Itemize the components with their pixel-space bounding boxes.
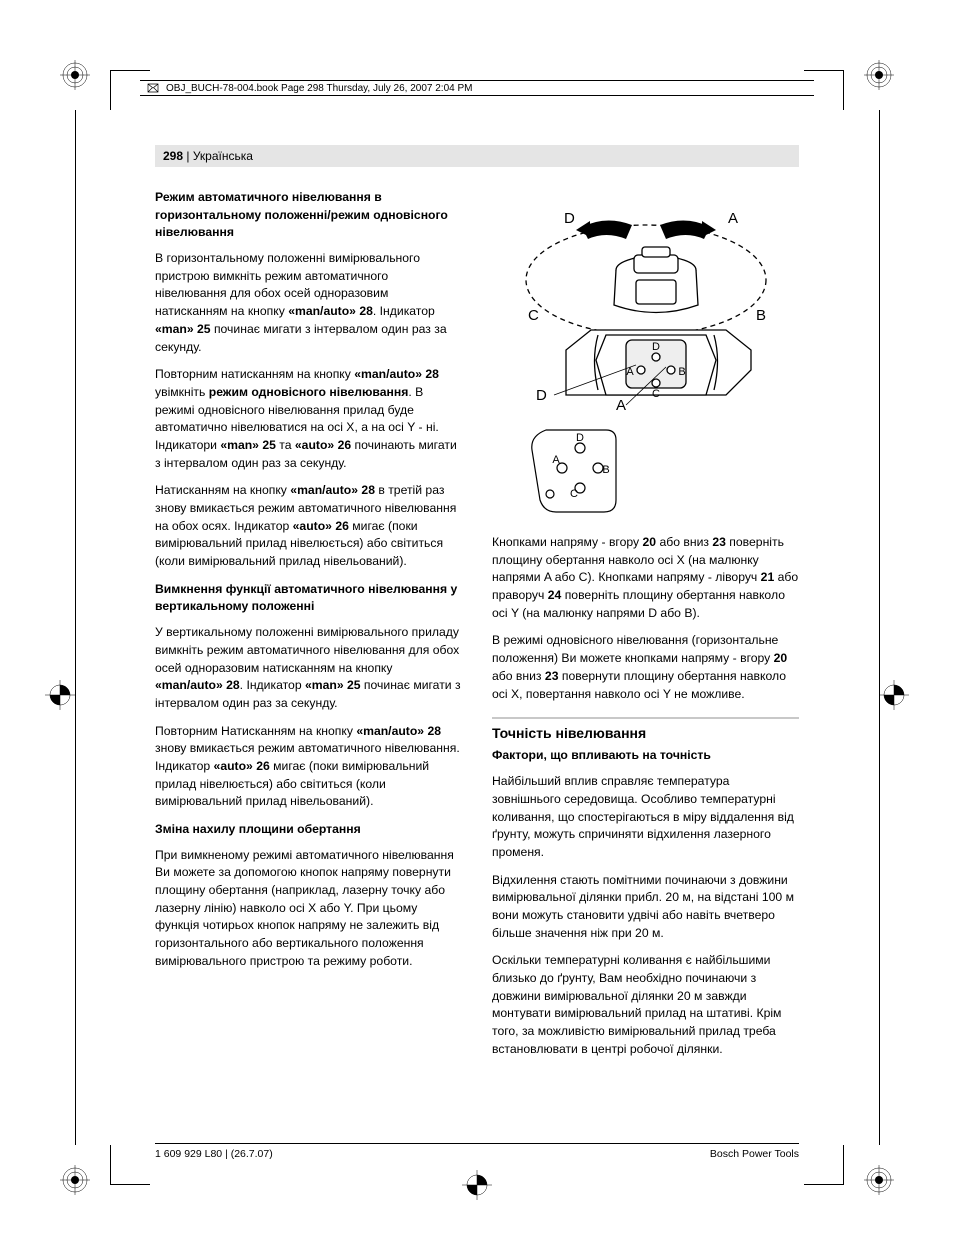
- registration-mark-icon: [60, 1165, 90, 1195]
- label-d-inner: D: [652, 341, 660, 353]
- paragraph: Кнопками напряму - вгору 20 або вниз 23 …: [492, 534, 799, 622]
- paragraph: Повторним натисканням на кнопку «man/aut…: [155, 366, 462, 472]
- heading: Вимкнення функції автоматичного нівелюва…: [155, 581, 462, 616]
- label-remote-d: D: [576, 432, 584, 444]
- paragraph: Натисканням на кнопку «man/auto» 28 в тр…: [155, 482, 462, 570]
- crop-mark: [110, 1145, 150, 1185]
- paragraph: При вимкненому режимі автоматичного ніве…: [155, 847, 462, 971]
- print-header: OBJ_BUCH-78-004.book Page 298 Thursday, …: [140, 80, 814, 96]
- paragraph: Повторним Натисканням на кнопку «man/aut…: [155, 723, 462, 811]
- registration-mark-icon: [60, 60, 90, 90]
- heading: Режим автоматичного нівелювання в горизо…: [155, 189, 462, 242]
- registration-mark-icon: [45, 680, 75, 710]
- crop-line: [879, 110, 880, 1145]
- page-language: Українська: [193, 149, 253, 163]
- registration-mark-icon: [462, 1170, 492, 1200]
- registration-mark-icon: [864, 1165, 894, 1195]
- footer-left: 1 609 929 L80 | (26.7.07): [155, 1148, 273, 1160]
- rotation-diagram: D A C B: [492, 185, 799, 520]
- footer-right: Bosch Power Tools: [710, 1148, 799, 1160]
- page-header: 298 | Українська: [155, 145, 799, 167]
- label-b: B: [756, 307, 766, 324]
- paragraph: В режимі одновісного нівелювання (горизо…: [492, 632, 799, 703]
- print-header-text: OBJ_BUCH-78-004.book Page 298 Thursday, …: [166, 83, 472, 94]
- left-column: Режим автоматичного нівелювання в горизо…: [155, 185, 462, 1140]
- label-a2: A: [616, 397, 626, 414]
- label-b-inner: B: [678, 366, 685, 378]
- label-remote-c: C: [570, 488, 578, 500]
- label-d2: D: [536, 387, 547, 404]
- label-c-inner: C: [652, 388, 660, 400]
- registration-mark-icon: [879, 680, 909, 710]
- section-heading: Точність нівелювання: [492, 717, 799, 743]
- label-c: C: [528, 307, 539, 324]
- paragraph: В горизонтальному положенні вимірювально…: [155, 250, 462, 356]
- right-column: D A C B: [492, 185, 799, 1140]
- label-d: D: [564, 210, 575, 227]
- page-number: 298: [163, 149, 183, 163]
- label-remote-a: A: [552, 454, 560, 466]
- registration-mark-icon: [864, 60, 894, 90]
- heading: Фактори, що впливають на точність: [492, 747, 799, 765]
- paragraph: Відхилення стають помітними починаючи з …: [492, 872, 799, 943]
- page-footer: 1 609 929 L80 | (26.7.07) Bosch Power To…: [155, 1143, 799, 1160]
- paragraph: Оскільки температурні коливання є найбіл…: [492, 952, 799, 1058]
- crop-line: [75, 110, 76, 1145]
- crop-mark: [804, 1145, 844, 1185]
- label-a: A: [728, 210, 738, 227]
- heading: Зміна нахилу площини обертання: [155, 821, 462, 839]
- content-area: Режим автоматичного нівелювання в горизо…: [155, 185, 799, 1140]
- paragraph: Найбільший вплив справляє температура зо…: [492, 773, 799, 861]
- label-remote-b: B: [602, 464, 609, 476]
- paragraph: У вертикальному положенні вимірювального…: [155, 624, 462, 712]
